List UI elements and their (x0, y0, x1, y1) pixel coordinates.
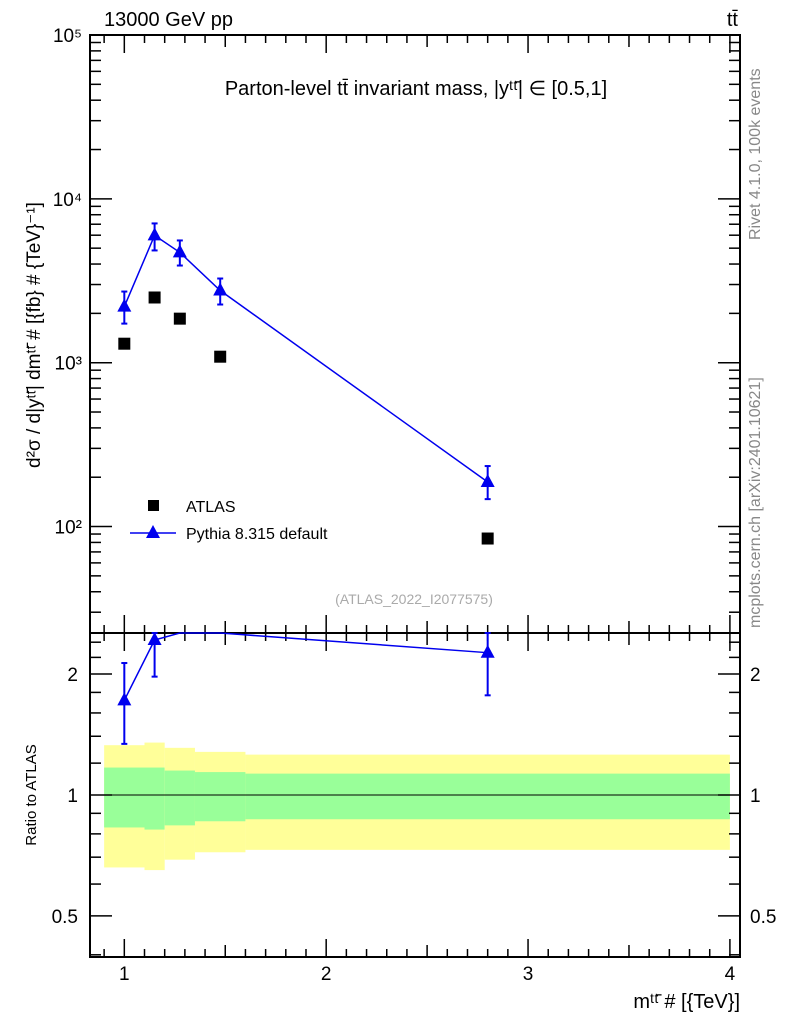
legend-atlas-label: ATLAS (186, 499, 236, 516)
ratio-y-tick-label-right: 1 (750, 786, 761, 807)
ratio-data-point (147, 632, 162, 646)
y-axis-label: d²σ / d|yᵗᵗ̄| dmᵗᵗ̄ # [{fb} # {TeV}⁻¹] (24, 202, 45, 468)
x-tick-label: 2 (321, 964, 332, 985)
x-axis-label: mᵗᵗ̄ # [{TeV}] (633, 991, 740, 1013)
ratio-y-tick-label-right: 2 (750, 665, 761, 686)
uncertainty-band-green (245, 773, 730, 820)
analysis-id: (ATLAS_2022_I2077575) (335, 591, 493, 607)
ratio-y-tick-label: 0.5 (52, 907, 78, 928)
uncertainty-band-green (164, 770, 195, 826)
rivet-label: Rivet 4.1.0, 100k events (747, 68, 764, 240)
x-tick-label: 1 (119, 964, 130, 985)
plot-title: Parton-level tt̄ invariant mass, |yᵗᵗ̄| … (225, 78, 607, 100)
legend-pythia-label: Pythia 8.315 default (186, 526, 328, 543)
atlas-data-point (118, 337, 131, 350)
mcplots-label: mcplots.cern.ch [arXiv:2401.10621] (747, 377, 764, 628)
y-tick-label: 10³ (55, 354, 82, 375)
pythia-data-point (147, 227, 162, 241)
ratio-data-point (117, 692, 132, 706)
ratio-data-point (480, 644, 495, 658)
pythia-data-point (117, 298, 132, 312)
x-tick-label: 3 (523, 964, 534, 985)
uncertainty-band-green (194, 772, 246, 822)
y-tick-label: 10² (55, 518, 82, 539)
y-tick-label: 10⁴ (53, 190, 82, 211)
ratio-y-tick-label: 2 (67, 665, 78, 686)
atlas-data-point (481, 532, 494, 545)
pythia-line (123, 234, 489, 483)
ratio-y-tick-label: 1 (67, 786, 78, 807)
x-tick-label: 4 (725, 964, 736, 985)
header-left: 13000 GeV pp (104, 9, 233, 31)
atlas-data-point (173, 312, 186, 325)
atlas-data-point (148, 291, 161, 304)
legend-atlas-marker (148, 500, 159, 511)
ratio-pythia-line (123, 632, 488, 701)
ratio-y-label: Ratio to ATLAS (23, 744, 40, 845)
uncertainty-band-green (144, 767, 165, 830)
ratio-y-tick-label-right: 0.5 (750, 907, 776, 928)
pythia-data-point (213, 282, 228, 296)
uncertainty-band-green (104, 767, 145, 828)
atlas-data-point (214, 350, 227, 363)
pythia-data-point (480, 473, 495, 487)
y-tick-label: 10⁵ (53, 26, 82, 47)
legend-pythia-marker (146, 525, 160, 538)
main-frame (89, 34, 741, 634)
pythia-data-point (172, 244, 187, 258)
header-right: tt̄ (727, 9, 739, 31)
